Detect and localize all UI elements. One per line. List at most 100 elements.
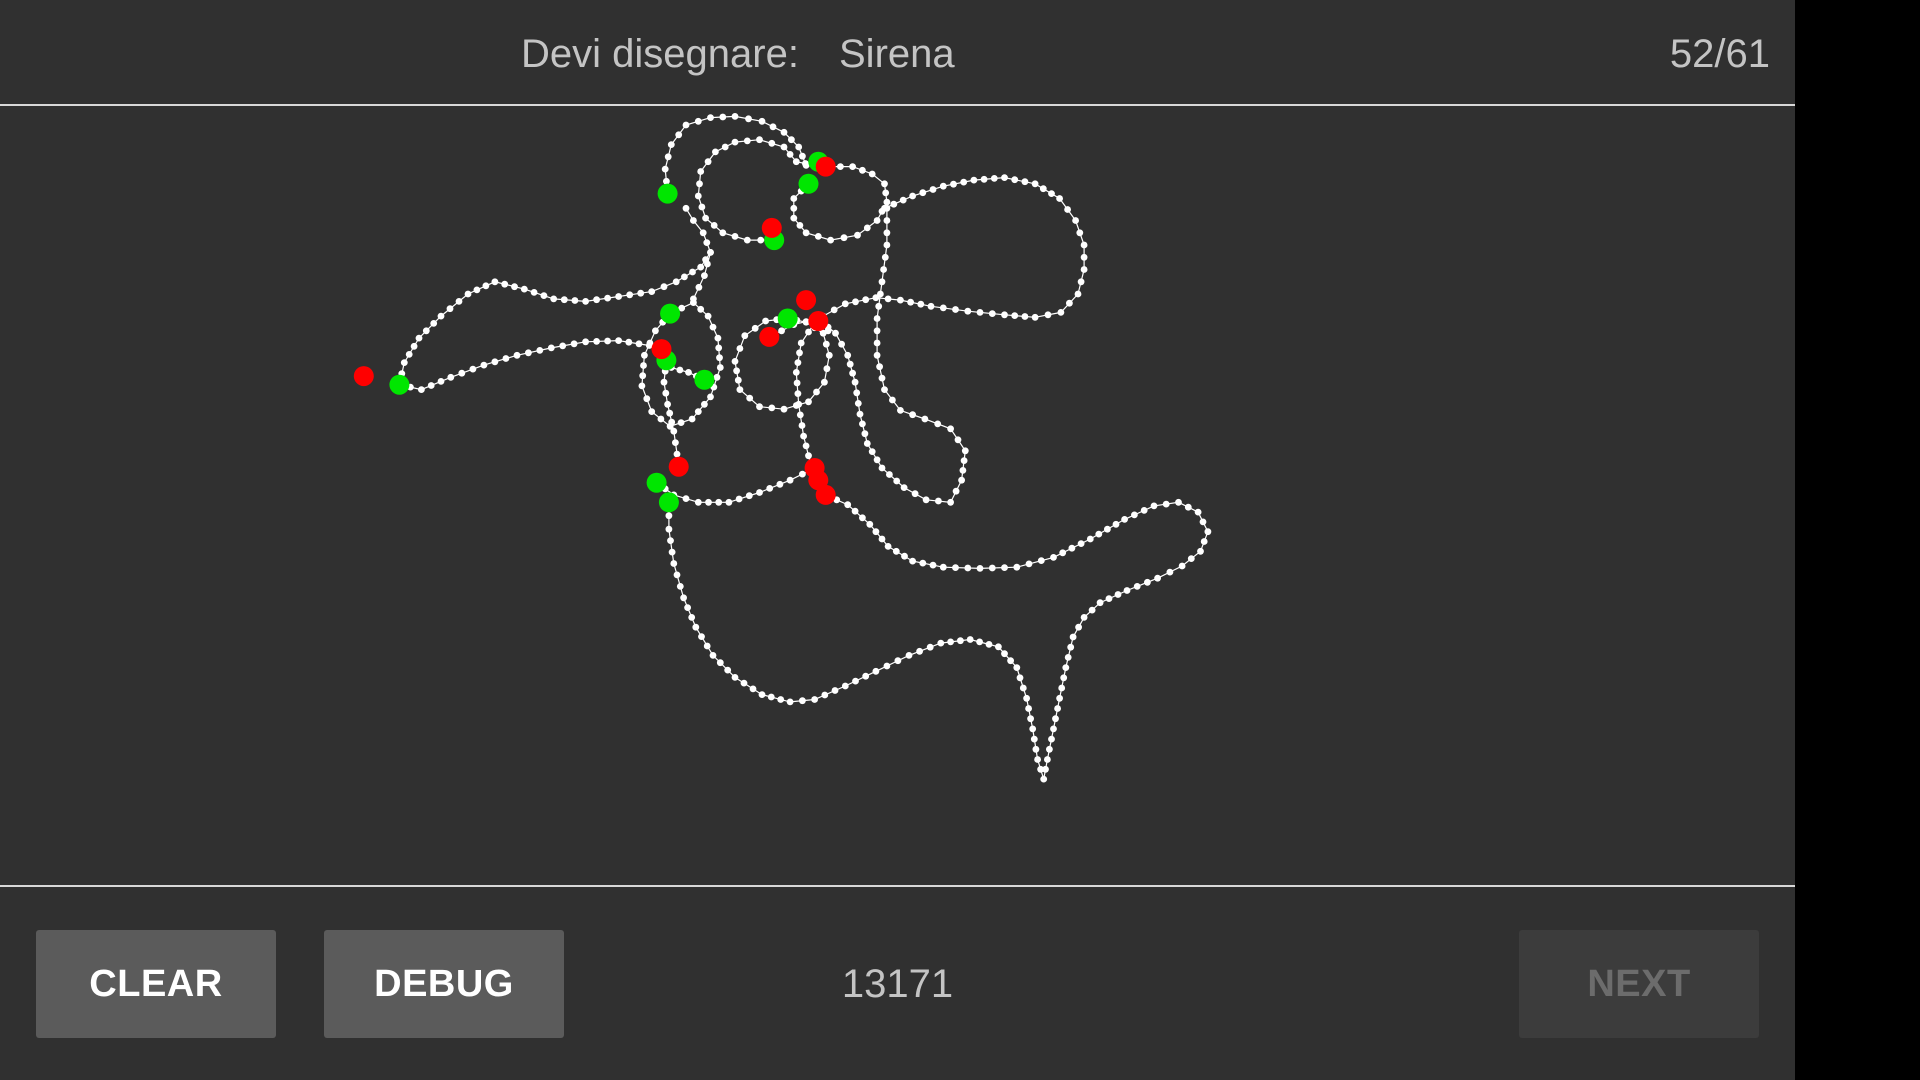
sketch-sample-point [540,292,548,299]
sketch-sample-point [1016,674,1024,682]
sketch-sample-point [660,283,668,291]
sketch-sample-point [430,320,438,327]
sketch-sample-point [694,498,702,506]
sketch-sample-point [675,131,683,139]
sketch-sample-point [625,338,633,346]
sketch-sample-point [422,327,430,335]
sketch-sample-point [1023,694,1030,702]
sketch-sample-point [884,295,892,303]
sketch-sample-point [778,327,785,335]
sketch-sample-point [846,360,854,368]
sketch-sample-point [418,386,425,393]
sketch-sample-point [851,507,859,515]
sketch-sample-point [873,327,881,335]
sketch-sample-point [1042,765,1049,773]
sketch-sample-point [1040,775,1048,783]
sketch-sample-point [673,571,681,579]
sketch-sample-point [719,113,727,121]
sketch-sample-point [780,405,788,413]
drawing-canvas[interactable] [0,106,1795,885]
sketch-sample-point [964,564,972,572]
sketch-sample-point [707,114,714,121]
sketch-sample-point [1197,547,1204,555]
sketch-sample-point [927,302,935,310]
sketch-sample-point [952,487,960,495]
sketch-sample-point [966,636,974,643]
sketch-sample-point [821,691,829,699]
sketch-sample-point [704,312,712,320]
sketch-sample-point [1001,174,1008,182]
sketch-sample-point [844,351,852,359]
sketch-sample-point [743,236,751,244]
sketch-sample-point [1050,554,1057,561]
sketch-sample-point [703,642,711,650]
sketch-sample-point [947,498,954,506]
sketch-sample-point [811,696,818,703]
sketch-sample-point [1067,643,1075,651]
sketch-sample-point [713,373,721,381]
sketch-sample-point [776,480,784,488]
sketch-sample-point [795,143,803,151]
sketch-sample-point [491,278,499,286]
sketch-sample-point [780,143,788,151]
sketch-sample-point [714,334,722,342]
sketch-sample-point [877,290,884,298]
sketch-sample-point [1011,176,1019,184]
sketch-sample-point [939,304,947,312]
sketch-sample-point [1133,583,1141,590]
stroke-end-marker [353,366,374,387]
sketch-sample-point [859,514,866,522]
sketch-sample-point [415,334,423,342]
clear-button[interactable]: CLEAR [36,930,276,1038]
sketch-sample-point [792,158,800,166]
sketch-sample-point [665,512,673,520]
sketch-sample-point [937,639,945,647]
sketch-sample-point [1029,725,1037,733]
sketch-sample-point [710,222,718,229]
sketch-sample-point [677,419,685,426]
sketch-sample-point [909,411,916,419]
sketch-sample-point [662,389,670,397]
sketch-sample-point [437,378,445,385]
sketch-sample-point [637,289,645,297]
sketch-sample-point [768,404,776,412]
sketch-sample-point [604,294,611,302]
debug-button[interactable]: DEBUG [324,930,564,1038]
sketch-sample-point [794,390,802,397]
sketch-sample-point [1066,299,1073,307]
sketch-sample-point [736,386,744,393]
sketch-sample-point [964,307,972,315]
sketch-sample-point [469,365,477,373]
sketch-sample-point [758,117,766,125]
sketch-sample-point [960,457,968,464]
sketch-sample-point [897,407,904,414]
sketch-sample-point [897,296,904,304]
sketch-sample-point [851,378,859,386]
sketch-sample-point [665,525,673,533]
next-button[interactable]: NEXT [1519,930,1759,1038]
sketch-sample-point [721,143,729,151]
sketch-sample-point [1044,311,1052,319]
sketch-sample-point [640,362,647,369]
stroke-end-marker [815,156,836,177]
sketch-sample-point [1077,278,1085,286]
sketch-sample-point [909,557,916,565]
sketch-stroke-line [668,494,1209,780]
sketch-sample-point [690,217,697,224]
sketch-sample-point [921,415,929,423]
sketch-sample-point [1104,525,1111,533]
sketch-sample-point [688,614,696,621]
sketch-sample-point [667,537,674,544]
sketch-sample-point [741,332,749,340]
sketch-sample-point [615,293,622,300]
sketch-sample-point [889,396,896,404]
sketch-sample-point [919,189,927,197]
sketch-sample-point [410,342,418,350]
sketch-sample-point [678,304,686,312]
stroke-start-marker [657,183,678,204]
sketch-sample-point [716,659,724,667]
sketch-sample-point [724,666,732,674]
sketch-sample-point [473,286,481,294]
sketch-sample-point [692,623,700,631]
sketch-sample-point [805,452,812,460]
